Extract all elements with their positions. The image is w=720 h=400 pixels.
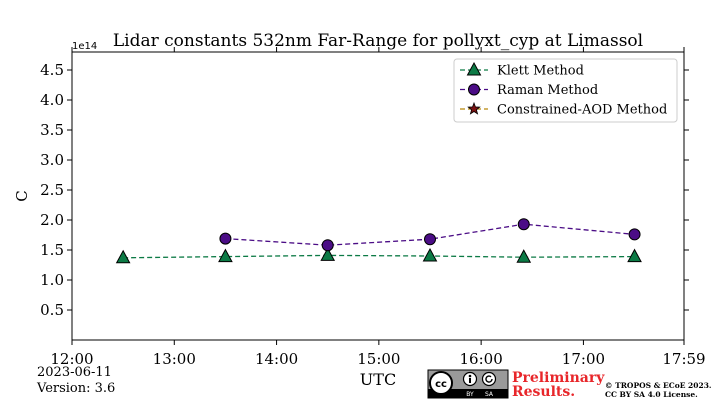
data-point xyxy=(320,247,336,261)
y-tick-label: 4.5 xyxy=(40,61,64,79)
y-scale-label: 1e14 xyxy=(72,41,97,52)
y-tick-label: 3.0 xyxy=(40,151,64,169)
cc-icon: cc xyxy=(429,371,453,395)
x-tick-label: 17:59 xyxy=(662,350,705,368)
plot-area-frame xyxy=(71,51,685,341)
data-point xyxy=(219,232,232,245)
preliminary-label: Preliminary xyxy=(512,370,605,386)
series-circle xyxy=(219,218,641,252)
data-point xyxy=(115,249,131,264)
y-tick-label: 2.5 xyxy=(40,181,64,199)
series-triangle xyxy=(115,247,642,264)
x-axis: 12:00 13:00 14:00 15:00 16:00 17:00 17:59 xyxy=(50,47,706,368)
y-tick-label: 1.0 xyxy=(40,271,64,289)
legend-marker xyxy=(468,83,480,96)
x-tick-label: 17:00 xyxy=(562,350,605,368)
y-tick-label: 3.5 xyxy=(40,121,64,139)
by-icon xyxy=(462,371,478,387)
data-point xyxy=(422,247,438,262)
results-label: Results. xyxy=(512,384,575,400)
legend-box xyxy=(453,58,678,123)
x-tick-label: 15:00 xyxy=(357,350,400,368)
x-tick-label: 13:00 xyxy=(153,350,196,368)
footer-version: Version: 3.6 xyxy=(36,381,115,396)
x-tick-label: 12:00 xyxy=(50,350,93,368)
x-tick-label: 16:00 xyxy=(460,350,503,368)
legend-label: Constrained-AOD Method xyxy=(497,103,667,118)
series-layer xyxy=(115,218,642,264)
y-tick-label: 0.5 xyxy=(40,301,64,319)
x-tick-label: 14:00 xyxy=(255,350,298,368)
data-point xyxy=(321,239,334,252)
y-tick-label: 2.0 xyxy=(40,211,64,229)
sa-icon xyxy=(481,371,497,387)
y-axis: 0.5 1.0 1.5 2.0 2.5 3.0 3.5 4.0 4.5 xyxy=(40,61,689,319)
copyright-line-1: © TROPOS & ECoE 2023. xyxy=(605,381,712,390)
legend-marker xyxy=(466,61,482,76)
data-point xyxy=(218,248,233,263)
license-by-label: BY xyxy=(466,391,474,398)
y-axis-label: C xyxy=(13,190,31,201)
data-point xyxy=(517,218,530,231)
data-point xyxy=(627,248,642,263)
legend-label: Raman Method xyxy=(497,83,598,98)
license-badge-strip xyxy=(428,389,508,398)
legend: Klett Method Raman Method Constrained-AOD … xyxy=(453,58,678,123)
y-tick-label: 4.0 xyxy=(40,91,64,109)
license-sa-label: SA xyxy=(485,391,494,398)
data-point xyxy=(516,249,532,263)
license-badge: cc BY SA xyxy=(427,369,509,399)
svg-text:cc: cc xyxy=(435,379,447,390)
data-point xyxy=(628,228,641,241)
series-line xyxy=(123,254,635,259)
copyright-line-2: CC BY SA 4.0 License. xyxy=(605,390,698,399)
footer-date: 2023-06-11 xyxy=(37,365,112,380)
x-axis-label: UTC xyxy=(360,370,396,389)
y-tick-label: 1.5 xyxy=(40,241,64,259)
data-point xyxy=(423,233,436,246)
legend-marker xyxy=(467,101,481,115)
legend-label: Klett Method xyxy=(497,64,584,79)
chart-title: Lidar constants 532nm Far-Range for poll… xyxy=(113,31,643,51)
